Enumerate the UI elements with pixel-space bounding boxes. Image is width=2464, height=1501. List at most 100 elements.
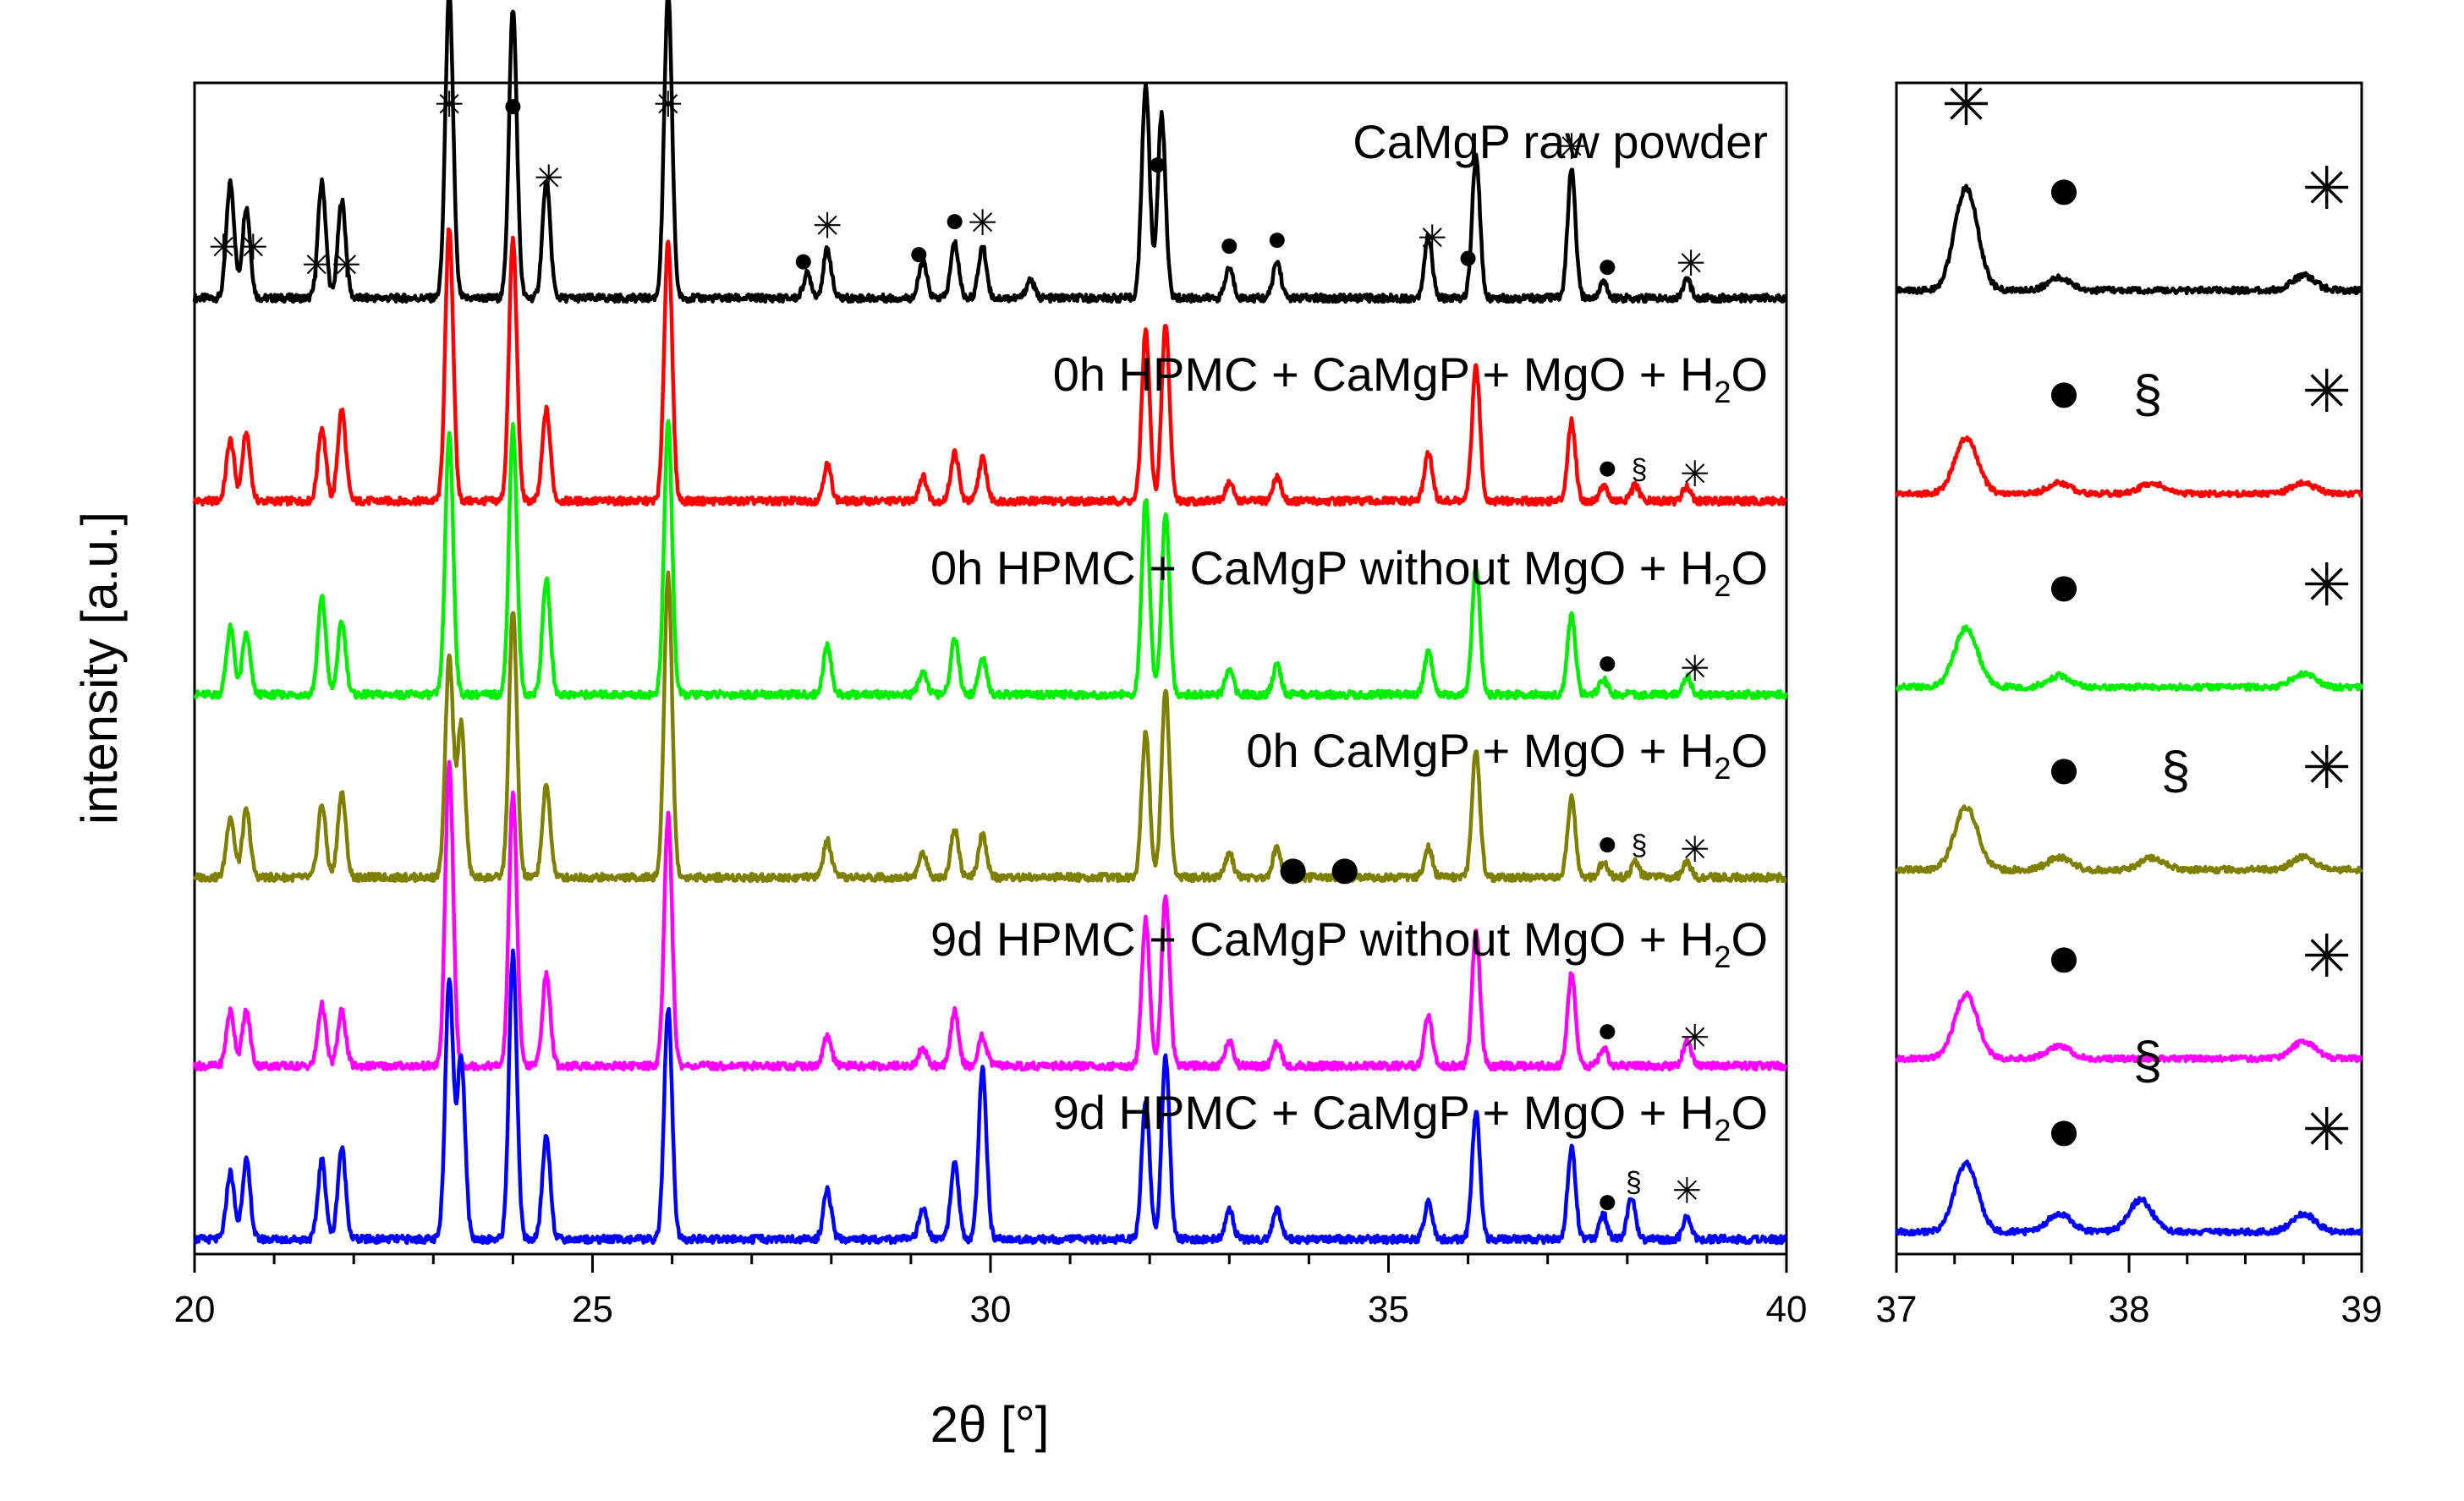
inset-peak-marker: ●	[2046, 552, 2082, 618]
inset-x-tick-label: 38	[2109, 1289, 2150, 1330]
series-label-subscript: 2	[1714, 568, 1731, 603]
series-label-subscript: 2	[1714, 939, 1731, 974]
main-series-line	[193, 948, 1787, 1246]
peak-marker: ✳	[1676, 244, 1705, 283]
inset-panel: ✳ ● ✳ ● § ✳ ● ✳ ● § ✳ ● ✳ ● § ✳ 37 38 39	[1876, 72, 2383, 1330]
peak-marker: ●	[1597, 1181, 1618, 1220]
x-axis-title: 2θ [°]	[930, 1396, 1050, 1453]
x-tick-label: 30	[970, 1289, 1012, 1330]
peak-marker: §	[1626, 1167, 1642, 1199]
series-label-tail: O	[1731, 1086, 1768, 1139]
peak-marker: ●	[908, 233, 930, 272]
inset-series-line	[1894, 1159, 2364, 1237]
x-tick-label: 20	[174, 1289, 216, 1330]
peak-marker: ✳	[968, 203, 997, 243]
inset-peak-marker: §	[2133, 1032, 2162, 1090]
series-label-tail: O	[1731, 912, 1768, 966]
main-series-line	[192, 0, 1787, 304]
inset-peak-marker: ●	[2046, 359, 2082, 425]
inset-peak-marker: §	[2161, 742, 2190, 800]
inset-x-tick-label: 39	[2341, 1289, 2383, 1330]
inset-peak-marker: ●	[2046, 923, 2082, 989]
main-series-line	[193, 419, 1788, 701]
main-series-group	[192, 0, 1788, 1246]
series-label-tail: O	[1731, 541, 1768, 594]
inset-peak-marker: ✳	[2302, 359, 2352, 425]
peak-marker: ✳✳	[209, 227, 268, 267]
peak-marker: ●	[1147, 143, 1168, 183]
peak-marker: ●	[1597, 823, 1618, 863]
inset-peak-marker: §	[2133, 365, 2162, 424]
peak-marker: §	[1631, 454, 1647, 486]
y-axis-title: intensity [a.u.]	[71, 512, 128, 824]
main-x-axis-ticks: 20 25 30 35 40	[174, 1254, 1808, 1330]
inset-series-line	[1894, 435, 2363, 499]
series-label-text: CaMgP raw powder	[1353, 115, 1768, 168]
peak-marker: ●	[1327, 835, 1363, 901]
peak-marker: ●	[502, 85, 524, 124]
series-label-text: 9d HPMC + CaMgP + MgO + H	[1053, 1086, 1715, 1139]
peak-marker: ✳	[1556, 127, 1586, 167]
peak-marker: ✳	[1680, 649, 1709, 688]
inset-peak-marker: ✳	[1941, 72, 1991, 138]
series-label-text: 0h CaMgP + MgO + H	[1246, 724, 1714, 777]
main-series-line	[193, 570, 1787, 884]
inset-peak-marker: ✳	[2302, 156, 2352, 222]
inset-peak-marker: ✳	[2302, 1097, 2352, 1163]
main-markers-group: ✳✳ ✳✳✳ ●✳✳●✳●● ✳●● ● ✳ ●✳● ✳● § ✳● ✳● § ✳● ●● ✳● § ✳	[209, 85, 1710, 1220]
series-label-subscript: 2	[1714, 375, 1731, 409]
peak-marker: ●	[1597, 447, 1618, 487]
peak-marker: ●	[1457, 236, 1479, 276]
series-label-text: 0h HPMC + CaMgP without MgO + H	[930, 541, 1714, 594]
peak-marker: ✳✳	[302, 245, 361, 285]
x-tick-label: 40	[1766, 1289, 1808, 1330]
series-label: 0h CaMgP + MgO + H2O	[1246, 724, 1768, 786]
peak-marker: ●	[944, 200, 965, 239]
main-plot-frame	[193, 81, 1788, 1256]
inset-series-line	[1895, 184, 2363, 296]
inset-peak-marker: ●	[2046, 156, 2082, 222]
series-label: 9d HPMC + CaMgP + MgO + H2O	[1053, 1086, 1768, 1148]
inset-series-group	[1894, 184, 2364, 1237]
inset-series-line	[1895, 624, 2364, 693]
peak-marker: ●	[1219, 224, 1240, 264]
inset-series-line	[1895, 804, 2363, 875]
series-label: 0h HPMC + CaMgP without MgO + H2O	[930, 541, 1768, 603]
inset-peak-marker: ✳	[2302, 923, 2352, 989]
x-tick-label: 35	[1368, 1289, 1409, 1330]
peak-marker: ●	[1275, 835, 1310, 901]
series-label-subscript: 2	[1714, 1113, 1731, 1148]
inset-peak-marker: ✳	[2302, 735, 2352, 801]
peak-marker: ✳	[653, 85, 683, 124]
main-panel: ✳✳ ✳✳✳ ●✳✳●✳●● ✳●● ● ✳ ●✳● ✳● § ✳● ✳● § ✳● ●● ✳● § ✳ CaM…	[174, 0, 1808, 1330]
series-label-text: 9d HPMC + CaMgP without MgO + H	[930, 912, 1714, 966]
main-legend-labels: CaMgP raw powder 0h HPMC + CaMgP + MgO + …	[930, 115, 1768, 1148]
peak-marker: ✳	[435, 85, 464, 124]
peak-marker: ✳	[1680, 1017, 1709, 1057]
peak-marker: ✳	[534, 158, 563, 198]
series-label: 9d HPMC + CaMgP without MgO + H2O	[930, 912, 1768, 974]
peak-marker: ●	[1597, 642, 1618, 682]
peak-marker: ✳	[1672, 1171, 1702, 1211]
inset-x-tick-label: 37	[1876, 1289, 1918, 1330]
peak-marker: ✳	[1680, 830, 1709, 869]
peak-marker: ●	[1597, 1010, 1618, 1049]
inset-plot-frame	[1895, 81, 2363, 1256]
series-label-text: 0h HPMC + CaMgP + MgO + H	[1053, 348, 1715, 401]
peak-marker: ✳	[1680, 454, 1709, 494]
peak-marker: ✳	[1418, 218, 1447, 258]
peak-marker: ●	[793, 240, 814, 280]
inset-markers-group: ✳ ● ✳ ● § ✳ ● ✳ ● § ✳ ● ✳ ● § ✳	[1941, 72, 2352, 1163]
peak-marker: ✳	[812, 205, 842, 245]
series-label: 0h HPMC + CaMgP + MgO + H2O	[1053, 348, 1768, 409]
main-series-line	[192, 227, 1788, 507]
inset-series-line	[1895, 990, 2363, 1064]
inset-peak-marker: ✳	[2302, 552, 2352, 618]
peak-marker: §	[1631, 830, 1647, 862]
series-label-tail: O	[1731, 348, 1768, 401]
inset-x-axis-ticks: 37 38 39	[1876, 1254, 2383, 1330]
peak-marker: ●	[1597, 245, 1618, 285]
peak-marker: ●	[1266, 218, 1287, 258]
inset-peak-marker: ●	[2046, 1097, 2082, 1163]
